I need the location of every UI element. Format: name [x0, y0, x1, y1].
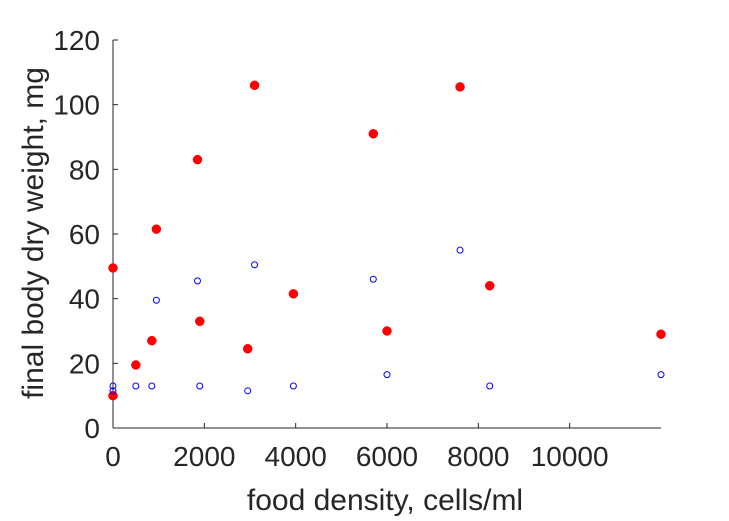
- data-point-filled: [195, 316, 205, 327]
- data-point-open: [193, 277, 201, 285]
- y-axis-title: final body dry weight, mg: [17, 67, 50, 399]
- y-tick-label: 20: [69, 348, 100, 379]
- x-axis-title: food density, cells/ml: [247, 484, 523, 517]
- data-point-open: [152, 296, 160, 304]
- data-point-open: [196, 382, 204, 390]
- data-point-open: [109, 382, 117, 390]
- axes: [112, 40, 661, 429]
- data-point-filled: [108, 263, 118, 273]
- data-point-filled: [147, 335, 157, 346]
- y-tick-label: 0: [84, 413, 100, 444]
- data-point-filled: [192, 154, 203, 165]
- data-point-filled: [656, 329, 666, 339]
- x-tick-label: 2000: [173, 441, 235, 472]
- x-ticks: 0 2000 4000 6000 8000 10000: [105, 423, 609, 472]
- x-tick-label: 6000: [356, 441, 418, 472]
- data-point-open: [244, 387, 252, 395]
- x-tick-label: 8000: [447, 441, 509, 472]
- data-point-filled: [242, 344, 253, 354]
- data-point-open: [383, 371, 391, 379]
- data-point-open: [148, 382, 156, 390]
- y-tick-label: 40: [69, 284, 100, 315]
- x-tick-label: 0: [105, 441, 121, 472]
- data-point-filled: [455, 82, 465, 92]
- data-point-open: [109, 387, 117, 395]
- y-ticks: 0 20 40 60 80 100 120: [53, 25, 118, 444]
- data-point-filled: [485, 280, 495, 291]
- data-point-open: [369, 275, 377, 283]
- data-point-filled: [288, 289, 299, 299]
- data-point-filled: [151, 224, 162, 234]
- data-point-open: [289, 382, 297, 390]
- data-point-filled: [368, 129, 379, 139]
- data-point-filled: [131, 360, 141, 370]
- data-point-filled: [249, 80, 260, 91]
- data-point-filled: [108, 390, 118, 401]
- x-tick-label: 4000: [265, 441, 327, 472]
- y-tick-label: 100: [53, 90, 100, 121]
- data-point-open: [132, 382, 140, 390]
- data-point-open: [251, 261, 259, 269]
- data-point-open: [657, 371, 665, 379]
- y-tick-label: 120: [53, 25, 100, 56]
- data-point-filled: [382, 326, 392, 336]
- x-tick-label: 10000: [531, 441, 609, 472]
- y-tick-label: 60: [69, 219, 100, 250]
- y-tick-label: 80: [69, 154, 100, 185]
- data-point-open: [486, 382, 494, 390]
- data-point-open: [456, 246, 464, 254]
- data-points: [108, 80, 666, 401]
